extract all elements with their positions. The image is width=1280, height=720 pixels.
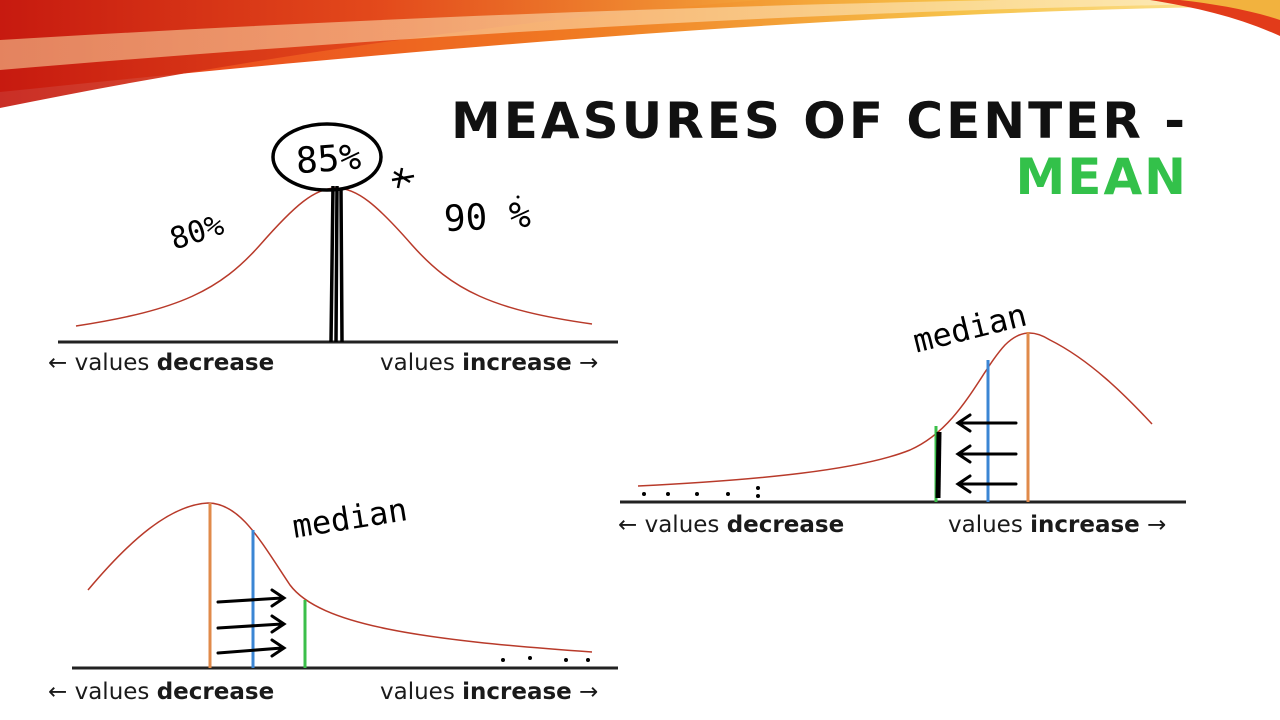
annotation-90-percent: 90 %	[442, 194, 532, 241]
arrow-right-icon: →	[1147, 512, 1167, 538]
skewed-curve-left-tail	[637, 332, 1153, 487]
shift-right-arrows	[216, 588, 287, 658]
axis-word-values: values	[380, 350, 455, 376]
outlier-dots	[501, 656, 590, 662]
skewed-curve-right-tail	[87, 502, 593, 653]
axis-word-values: values	[74, 350, 150, 376]
axis-label-left: ← values decrease	[618, 514, 844, 537]
axis-label-left: ← values decrease	[48, 352, 274, 375]
hand-drawn-circle	[271, 122, 383, 192]
arrow-right-icon: →	[579, 679, 599, 705]
axis-word-values: values	[74, 679, 150, 705]
axis-label-left: ← values decrease	[48, 681, 274, 704]
arrow-left-icon: ←	[48, 679, 68, 705]
arrow-left-icon: ←	[48, 350, 68, 376]
symmetric-distribution	[58, 122, 618, 344]
axis-word-increase: increase	[462, 679, 572, 705]
slide-title-line-1: MEASURES OF CENTER -	[451, 92, 1188, 150]
hand-drawn-center-line	[329, 185, 344, 343]
hand-dot	[516, 195, 520, 199]
axis-word-values: values	[380, 679, 455, 705]
hand-drawn-mark	[391, 167, 415, 189]
slide-title-line-2: MEAN	[1015, 148, 1188, 206]
shift-left-arrows	[955, 413, 1018, 494]
axis-word-decrease: decrease	[726, 512, 845, 538]
axis-label-right: values increase →	[380, 681, 598, 704]
axis-word-decrease: decrease	[156, 350, 275, 376]
axis-word-values: values	[948, 512, 1023, 538]
axis-word-values: values	[644, 512, 720, 538]
arrow-left-icon: ←	[618, 512, 638, 538]
axis-label-right: values increase →	[948, 514, 1166, 537]
left-skewed-distribution	[620, 332, 1186, 504]
annotation-85-percent: 85%	[294, 136, 363, 183]
axis-word-decrease: decrease	[156, 679, 275, 705]
arrow-right-icon: →	[579, 350, 599, 376]
axis-word-increase: increase	[1030, 512, 1140, 538]
hand-drawn-bar	[935, 431, 942, 499]
right-skewed-distribution	[72, 502, 618, 670]
axis-word-increase: increase	[462, 350, 572, 376]
outlier-dots	[642, 486, 760, 498]
axis-label-right: values increase →	[380, 352, 598, 375]
